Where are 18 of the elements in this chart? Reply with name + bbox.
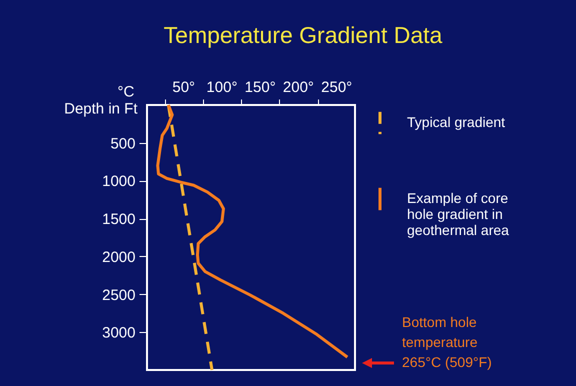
y-tick-label: 500: [110, 135, 136, 152]
y-tick-label: 3000: [102, 324, 136, 342]
y-tick-label: 1500: [102, 211, 136, 228]
x-tick-label: 250°: [321, 79, 352, 96]
y-tick-label: 2500: [102, 286, 136, 304]
y-axis-title: Depth in Ft: [64, 100, 138, 118]
x-axis-title: °C: [118, 84, 134, 100]
legend-label: Typical gradient: [407, 114, 506, 130]
x-tick-label: 50°: [172, 79, 196, 96]
x-tick-label: 100°: [206, 79, 238, 96]
y-tick-label: 2000: [102, 248, 136, 266]
x-tick-label: 150°: [244, 79, 276, 96]
x-tick-label: 200°: [282, 79, 314, 96]
chart-title: Temperature Gradient Data: [164, 22, 443, 48]
legend-label: Example of core hole gradient in geothermal area: [407, 190, 510, 238]
y-tick-label: 1000: [102, 173, 136, 190]
text: Bottom hole temperature 265°C (509°F): [402, 314, 492, 370]
line-series: [156, 104, 349, 359]
